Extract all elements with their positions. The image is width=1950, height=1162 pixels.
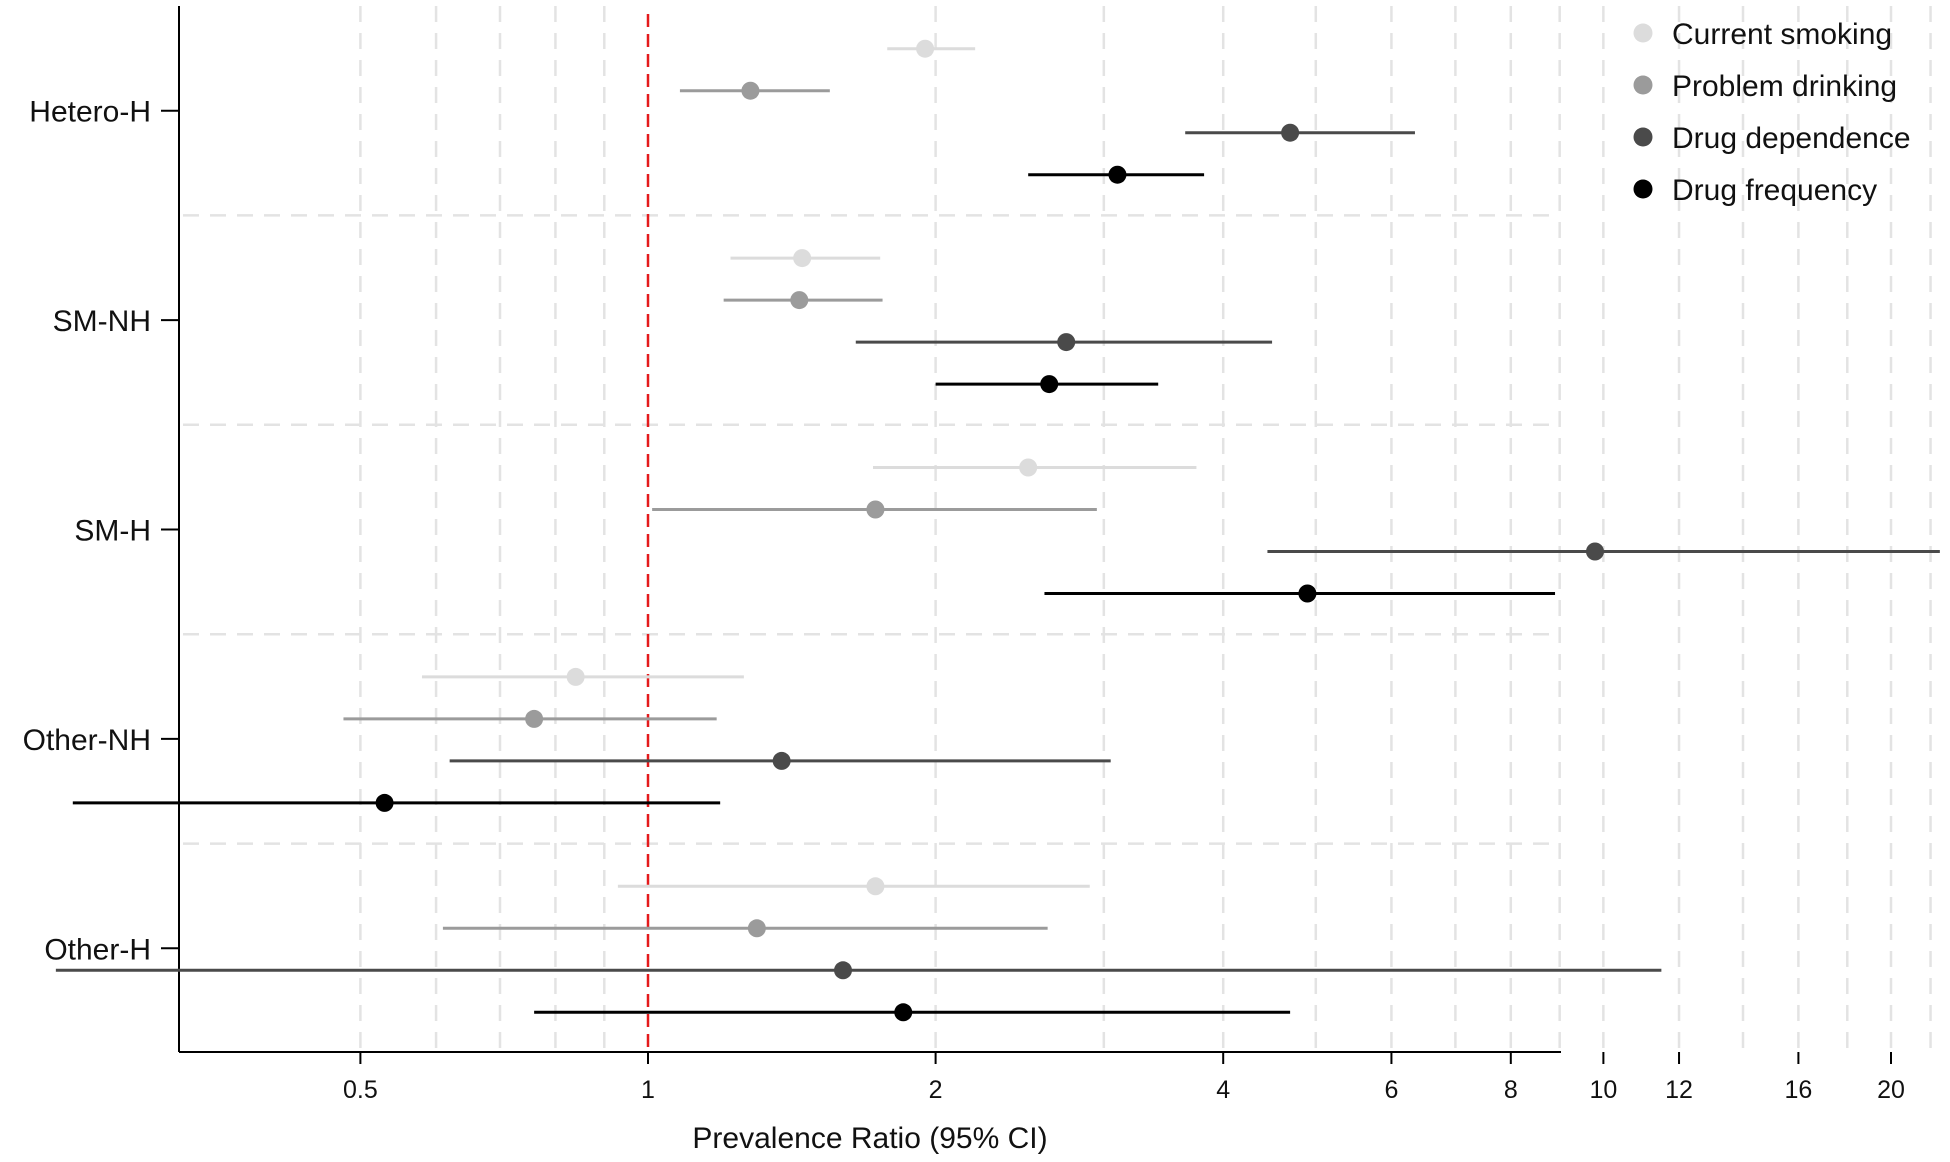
- x-tick-label: 12: [1665, 1076, 1693, 1104]
- point-estimate: [1586, 542, 1605, 561]
- point-estimate: [375, 793, 394, 812]
- point-estimate: [1298, 584, 1317, 603]
- point-estimate: [1019, 458, 1038, 477]
- point-estimate: [741, 81, 760, 100]
- point-estimate: [1108, 165, 1127, 184]
- series-layer: [55, 39, 1940, 1022]
- point-estimate: [916, 39, 935, 58]
- legend-marker: [1633, 127, 1653, 147]
- x-tick-label: 1: [641, 1076, 655, 1104]
- x-tick-label: 6: [1384, 1076, 1398, 1104]
- grid-layer: [183, 6, 1932, 1050]
- x-tick-label: 8: [1504, 1076, 1518, 1104]
- point-estimate: [1281, 123, 1300, 142]
- axes-layer: [178, 6, 1561, 1053]
- x-tick-label: 4: [1216, 1076, 1230, 1104]
- point-estimate: [866, 500, 885, 519]
- point-estimate: [566, 667, 585, 686]
- legend-marker: [1633, 75, 1653, 95]
- y-tick-layer: Hetero-H SM-NH SM-H Other-NH Other-H: [23, 96, 179, 966]
- legend-marker: [1633, 179, 1653, 199]
- point-estimate: [747, 919, 766, 938]
- legend-label: Problem drinking: [1672, 70, 1897, 103]
- x-tick-label: 0.5: [343, 1076, 378, 1104]
- x-tick-label: 16: [1784, 1076, 1812, 1104]
- point-estimate: [866, 877, 885, 896]
- point-estimate: [525, 709, 544, 728]
- y-category-label: SM-NH: [53, 305, 151, 338]
- point-estimate: [1057, 333, 1076, 352]
- legend-label: Drug frequency: [1672, 174, 1877, 207]
- legend-marker: [1633, 23, 1653, 43]
- x-tick-layer: 0.5 1 2 4 6 8 10 12 16 20: [343, 1052, 1905, 1104]
- point-estimate: [894, 1003, 913, 1022]
- y-category-label: SM-H: [74, 515, 151, 548]
- point-estimate: [834, 961, 853, 980]
- x-axis-title: Prevalence Ratio (95% CI): [692, 1122, 1047, 1155]
- y-category-label: Other-NH: [23, 724, 151, 757]
- point-estimate: [1040, 375, 1059, 394]
- point-estimate: [772, 751, 791, 770]
- legend: Current smoking Problem drinking Drug depe…: [1633, 18, 1911, 207]
- x-tick-label: 10: [1589, 1076, 1617, 1104]
- y-category-label: Hetero-H: [29, 96, 151, 129]
- x-tick-label: 20: [1877, 1076, 1905, 1104]
- legend-label: Current smoking: [1672, 18, 1892, 51]
- x-tick-label: 2: [929, 1076, 943, 1104]
- point-estimate: [790, 291, 809, 310]
- y-category-label: Other-H: [44, 933, 151, 966]
- legend-label: Drug dependence: [1672, 122, 1911, 155]
- point-estimate: [793, 249, 812, 268]
